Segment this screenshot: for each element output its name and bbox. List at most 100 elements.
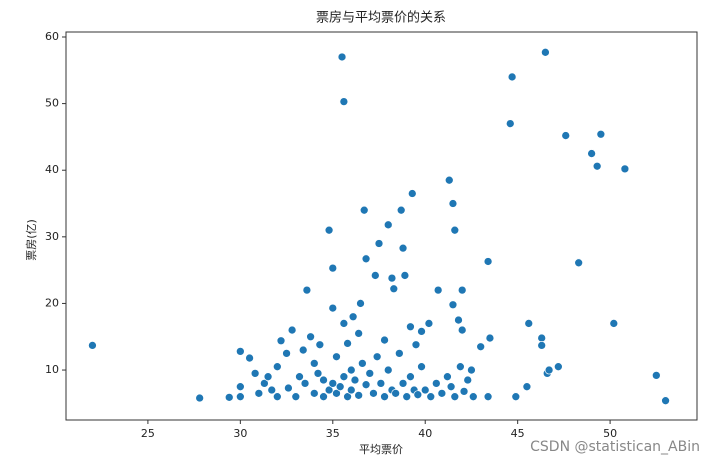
- point: [413, 390, 423, 400]
- point: [359, 205, 369, 215]
- point: [328, 303, 338, 313]
- point: [592, 161, 602, 171]
- point: [417, 362, 426, 372]
- point: [332, 352, 341, 362]
- point: [389, 284, 399, 294]
- point: [561, 131, 571, 140]
- point: [224, 393, 234, 402]
- point: [402, 392, 412, 402]
- point: [507, 72, 517, 82]
- point: [431, 379, 441, 388]
- point: [406, 322, 415, 332]
- point: [324, 225, 334, 235]
- y-tick-label: 30: [45, 230, 59, 243]
- point: [370, 271, 380, 280]
- point: [437, 389, 447, 398]
- point: [537, 341, 547, 350]
- point: [328, 263, 338, 273]
- point: [391, 389, 400, 398]
- point: [195, 393, 205, 403]
- point: [450, 392, 460, 402]
- point: [417, 327, 426, 336]
- point: [505, 119, 515, 128]
- point: [463, 375, 473, 385]
- point: [343, 392, 352, 402]
- point: [544, 365, 554, 375]
- y-tick-label: 50: [45, 97, 59, 110]
- point: [284, 383, 293, 393]
- point: [245, 353, 254, 363]
- point: [295, 372, 304, 382]
- point: [396, 205, 406, 215]
- point: [356, 299, 365, 308]
- plot-frame: [65, 31, 698, 421]
- point: [328, 379, 338, 388]
- x-axis-label: 平均票价: [359, 443, 403, 456]
- point: [372, 352, 382, 362]
- point: [537, 333, 547, 343]
- point: [433, 285, 443, 295]
- point: [483, 392, 493, 402]
- point: [374, 239, 384, 248]
- point: [444, 175, 454, 185]
- point: [376, 379, 386, 388]
- point: [468, 392, 478, 402]
- point: [276, 336, 286, 346]
- point: [476, 342, 486, 352]
- y-tick-label: 60: [45, 30, 59, 43]
- x-tick-label: 35: [326, 427, 340, 440]
- point: [448, 300, 458, 310]
- point: [457, 285, 467, 295]
- point: [394, 349, 404, 358]
- point: [651, 371, 661, 380]
- point: [272, 392, 282, 402]
- point: [346, 365, 356, 375]
- point: [387, 273, 397, 283]
- point: [456, 362, 465, 372]
- point: [272, 362, 282, 372]
- point: [524, 319, 534, 328]
- point: [354, 329, 364, 338]
- point: [339, 319, 349, 328]
- point: [411, 340, 421, 350]
- point: [343, 339, 352, 348]
- point: [485, 333, 495, 343]
- point: [383, 220, 393, 230]
- point: [260, 379, 269, 388]
- point: [365, 369, 375, 378]
- point: [587, 149, 596, 158]
- point: [574, 258, 584, 268]
- point: [88, 341, 97, 350]
- point: [350, 375, 360, 385]
- x-tick-label: 25: [141, 427, 155, 440]
- point: [426, 392, 436, 402]
- point: [457, 325, 467, 335]
- point: [287, 325, 297, 335]
- y-tick-label: 40: [45, 163, 59, 176]
- point: [380, 335, 389, 345]
- point: [467, 365, 476, 375]
- x-tick-label: 45: [511, 427, 525, 440]
- point: [380, 392, 389, 402]
- point: [319, 375, 328, 385]
- point: [609, 319, 619, 328]
- point: [483, 257, 493, 266]
- point: [424, 319, 434, 328]
- point: [250, 369, 260, 378]
- point: [263, 372, 273, 382]
- point: [511, 392, 521, 402]
- point: [354, 391, 364, 400]
- point: [339, 97, 349, 106]
- point: [661, 396, 670, 406]
- point: [339, 372, 349, 382]
- point: [235, 392, 245, 402]
- point: [596, 129, 606, 139]
- point: [337, 52, 347, 62]
- point: [324, 385, 334, 395]
- point: [302, 285, 312, 295]
- point: [420, 385, 430, 395]
- point: [267, 385, 277, 395]
- point: [407, 189, 417, 198]
- point: [446, 382, 456, 392]
